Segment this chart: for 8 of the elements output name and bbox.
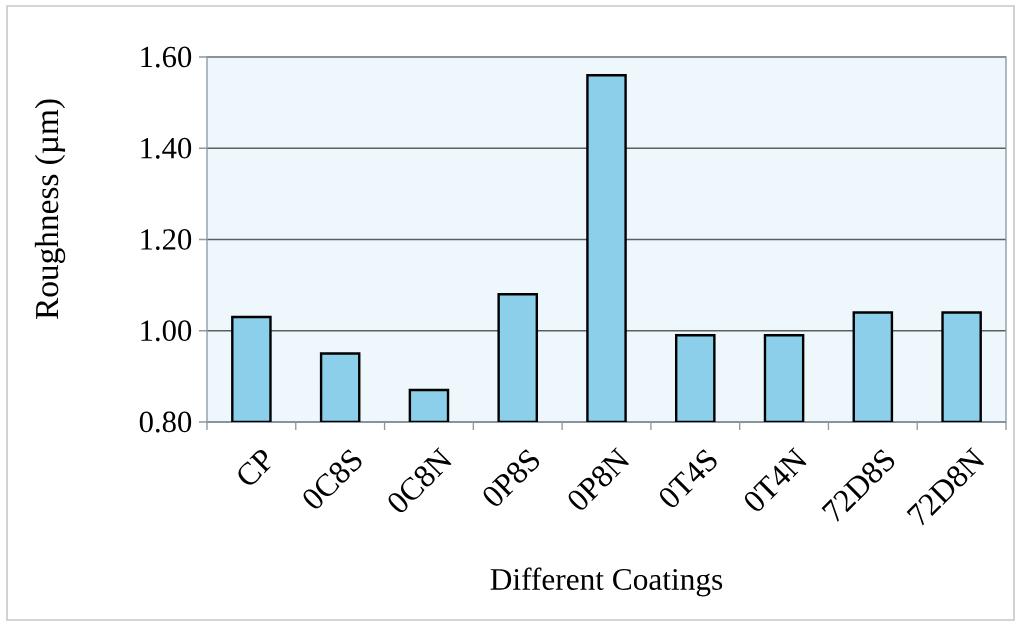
y-tick-label: 0.80 (139, 411, 192, 433)
y-tick-label: 1.40 (141, 137, 192, 159)
y-axis-title: Roughness (µm) (34, 99, 66, 320)
y-tick-label: 1.00 (141, 320, 192, 342)
y-tick-label: 1.60 (141, 46, 192, 68)
y-tick-label: 1.20 (141, 229, 192, 250)
x-axis-title: Different Coatings (490, 567, 723, 597)
x-tick-label: CP (238, 450, 271, 485)
